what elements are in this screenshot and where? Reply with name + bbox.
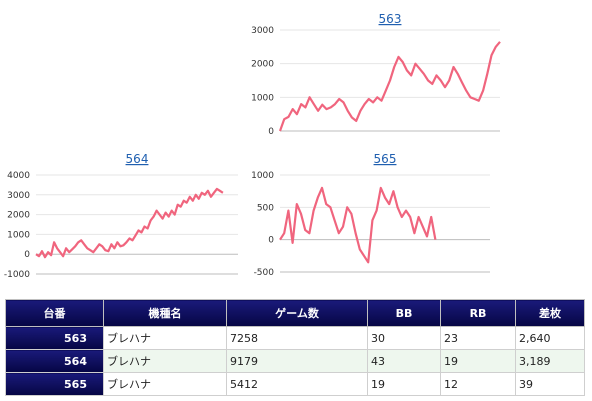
chart-title-link[interactable]: 564 [126,152,149,166]
y-tick-label: 0 [24,250,30,260]
cell-rb: 19 [440,349,516,373]
series-line [35,187,224,259]
header-bb[interactable]: BB [367,299,441,327]
header-model-name[interactable]: 機種名 [103,299,227,327]
y-tick-label: 0 [268,127,274,137]
chart-title-link[interactable]: 563 [379,12,402,26]
y-tick-label: 3000 [7,191,30,201]
cell-game-count: 5412 [226,372,368,396]
y-tick-label: 2000 [251,60,274,70]
cell-rb: 23 [440,326,516,350]
cell-machine-number[interactable]: 564 [5,349,104,373]
y-tick-label: -500 [254,268,275,278]
y-tick-label: 0 [268,236,274,246]
header-game-count[interactable]: ゲーム数 [226,299,368,327]
cell-model-name: ブレハナ [103,349,227,373]
y-tick-label: 1000 [7,230,30,240]
header-difference[interactable]: 差枚 [515,299,585,327]
chart-title-link[interactable]: 565 [374,152,397,166]
cell-game-count: 7258 [226,326,368,350]
header-rb[interactable]: RB [440,299,516,327]
chart-565: 565 -500 0 500 1000 [250,148,500,283]
y-tick-label: 3000 [251,26,274,36]
table-row: 563 ブレハナ 7258 30 23 2,640 [5,326,585,350]
series-line [278,41,501,132]
table-row: 565 ブレハナ 5412 19 12 39 [5,372,585,396]
cell-machine-number[interactable]: 563 [5,326,104,350]
header-machine-number[interactable]: 台番 [5,299,104,327]
chart-564: 564 -1000 0 1000 2000 3000 4000 [0,148,245,288]
y-tick-label: 1000 [251,93,274,103]
y-tick-label: -1000 [4,270,30,280]
machine-data-table: 台番 機種名 ゲーム数 BB RB 差枚 563 ブレハナ 7258 30 23… [5,299,585,396]
chart-563-svg: 563 0 1000 2000 3000 [251,12,501,137]
cell-difference: 39 [515,372,585,396]
cell-machine-number[interactable]: 565 [5,372,104,396]
cell-model-name: ブレハナ [103,326,227,350]
chart-564-svg: 564 -1000 0 1000 2000 3000 4000 [4,152,238,280]
table-row: 564 ブレハナ 9179 43 19 3,189 [5,349,585,373]
cell-bb: 19 [367,372,441,396]
y-tick-label: 500 [257,203,274,213]
y-tick-label: 4000 [7,171,30,181]
y-tick-label: 1000 [251,171,274,181]
chart-563: 563 0 1000 2000 3000 [250,8,510,143]
cell-model-name: ブレハナ [103,372,227,396]
cell-bb: 30 [367,326,441,350]
series-line [279,186,437,264]
table-header-row: 台番 機種名 ゲーム数 BB RB 差枚 [5,299,585,327]
chart-565-svg: 565 -500 0 500 1000 [251,152,490,278]
cell-bb: 43 [367,349,441,373]
cell-difference: 3,189 [515,349,585,373]
y-tick-label: 2000 [7,211,30,221]
cell-game-count: 9179 [226,349,368,373]
cell-rb: 12 [440,372,516,396]
cell-difference: 2,640 [515,326,585,350]
